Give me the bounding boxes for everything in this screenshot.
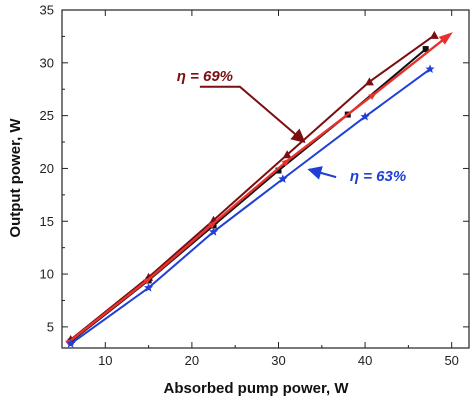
x-axis-label: Absorbed pump power, W (163, 380, 349, 397)
data-point-arrow (368, 91, 378, 100)
y-tick-label: 25 (40, 108, 54, 123)
annotations: η = 69% η = 63% (177, 68, 406, 185)
data-point-triangle (429, 30, 439, 39)
data-point-star (144, 282, 154, 292)
series-line (70, 68, 431, 345)
data-point-arrow (281, 158, 291, 167)
x-tick-label: 20 (185, 353, 199, 368)
x-tick-label: 30 (271, 353, 285, 368)
x-tick-label: 50 (444, 353, 458, 368)
data-point-square (422, 46, 429, 53)
series-line (70, 34, 435, 341)
data-point-arrow (208, 220, 217, 229)
data-point-square (275, 167, 282, 174)
data-point-arrow (438, 32, 453, 45)
y-axis-label: Output power, W (7, 118, 24, 238)
x-tick-label: 40 (358, 353, 372, 368)
data-point-star (66, 338, 76, 348)
series-line (69, 35, 449, 342)
annotation-arrow (199, 85, 306, 143)
series-0 (66, 30, 439, 344)
y-tick-label: 35 (40, 3, 54, 18)
efficiency-annotation: η = 69% (177, 68, 233, 85)
y-tick-label: 30 (40, 55, 54, 70)
axis-ticks: 10 20 30 40 50 5 10 15 20 25 30 35 (40, 3, 469, 368)
x-tick-label: 10 (98, 353, 112, 368)
y-tick-label: 20 (40, 161, 54, 176)
data-point-star (360, 111, 370, 121)
series-2 (65, 32, 453, 346)
annotation-arrow (307, 166, 337, 180)
y-tick-label: 15 (40, 214, 54, 229)
y-tick-label: 5 (47, 319, 54, 334)
y-tick-label: 10 (40, 267, 54, 282)
efficiency-annotation: η = 63% (350, 168, 406, 185)
data-point-triangle (364, 77, 374, 86)
plot-border (61, 9, 470, 349)
data-point-star (425, 64, 435, 74)
data-point-arrow (143, 276, 153, 285)
series-layer (65, 30, 453, 348)
data-point-triangle (282, 150, 292, 159)
data-point-star (278, 174, 288, 183)
series-3 (66, 64, 435, 348)
data-point-star (208, 227, 219, 236)
plot-frame (61, 9, 470, 349)
